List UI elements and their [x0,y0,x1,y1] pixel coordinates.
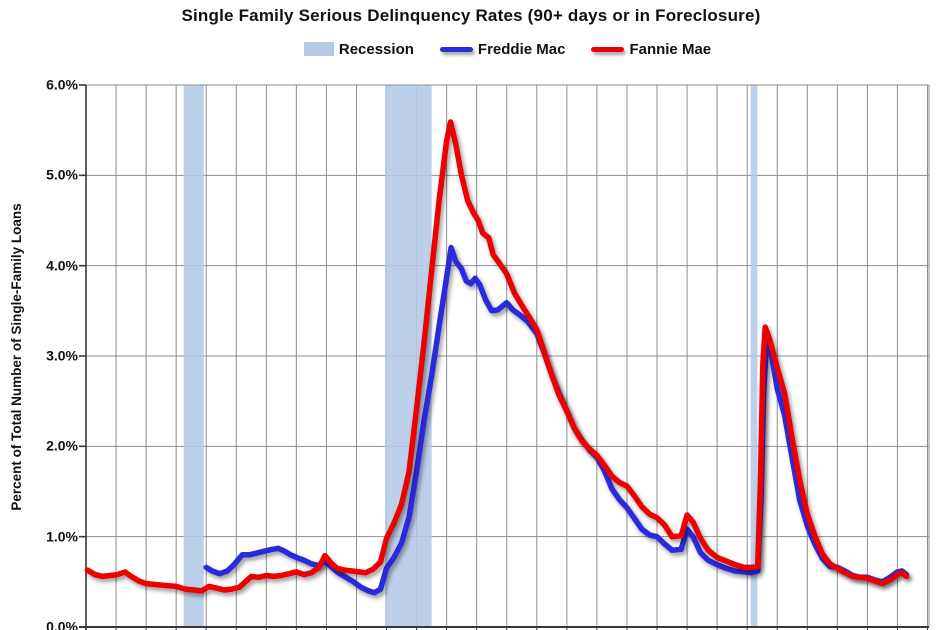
freddie-mac-line-swatch-icon [439,46,473,52]
recession-band [750,85,758,627]
gridlines [86,84,929,627]
y-tick-label: 6.0% [46,76,78,93]
legend-label-fannie-mae: Fannie Mae [629,40,712,58]
fannie-mae-line [84,119,910,594]
y-tick-label: 3.0% [46,347,78,364]
y-tick-label: 1.0% [46,528,78,545]
plot-frame [79,84,930,630]
legend-item-recession: Recession [303,40,414,58]
legend-item-fannie-mae: Fannie Mae [591,41,711,58]
y-tick-label: 2.0% [46,437,78,454]
y-tick-label: 4.0% [46,257,78,274]
chart-title: Single Family Serious Delinquency Rates … [181,6,761,25]
y-tick-label: 0.0% [46,618,78,630]
legend-item-freddie-mac: Freddie Mac [439,40,566,58]
legend-label-freddie-mac: Freddie Mac [477,40,566,58]
legend: Recession Freddie Mac Fannie Mae [86,39,929,59]
y-tick-label: 5.0% [46,166,78,183]
recession-swatch-icon [303,42,334,56]
fannie-mae-line-swatch-icon [591,46,625,52]
freddie-mac-line [203,244,910,596]
recession-band [183,85,204,627]
legend-label-recession: Recession [338,40,414,58]
